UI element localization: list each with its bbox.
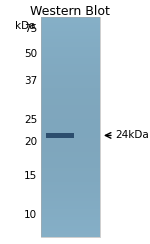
Bar — [41, 234, 100, 237]
Bar — [41, 110, 100, 114]
Bar — [41, 22, 100, 26]
Bar — [41, 105, 100, 108]
Bar — [41, 217, 100, 221]
Bar — [41, 42, 100, 45]
Bar — [41, 116, 100, 119]
Bar — [41, 154, 100, 158]
Bar — [41, 168, 100, 171]
Bar — [41, 25, 100, 29]
Bar — [41, 215, 100, 218]
Bar — [41, 212, 100, 215]
Bar — [41, 173, 100, 177]
Bar — [41, 31, 100, 34]
Bar — [41, 146, 100, 149]
Bar — [41, 171, 100, 174]
Bar — [41, 130, 100, 133]
Text: 20: 20 — [24, 137, 37, 146]
Bar — [41, 17, 100, 237]
Text: Western Blot: Western Blot — [30, 5, 110, 18]
Text: 75: 75 — [24, 24, 37, 34]
Bar — [41, 44, 100, 48]
Bar — [41, 91, 100, 94]
Bar — [41, 127, 100, 130]
Bar — [41, 165, 100, 169]
Bar — [41, 141, 100, 144]
Bar — [41, 72, 100, 75]
Text: 37: 37 — [24, 76, 37, 85]
Bar — [41, 53, 100, 56]
Bar — [41, 33, 100, 37]
Bar — [41, 143, 100, 147]
Bar — [41, 86, 100, 89]
Bar — [41, 108, 100, 111]
Bar — [41, 75, 100, 78]
Text: kDa: kDa — [15, 21, 36, 31]
Bar — [41, 223, 100, 226]
Bar — [41, 152, 100, 155]
Bar — [41, 61, 100, 64]
Bar — [41, 55, 100, 59]
Text: 25: 25 — [24, 115, 37, 124]
Bar — [41, 66, 100, 70]
Bar — [41, 182, 100, 185]
Bar — [41, 20, 100, 23]
Bar — [41, 206, 100, 210]
Bar — [46, 133, 74, 138]
Bar — [41, 226, 100, 229]
Bar — [41, 231, 100, 234]
Bar — [41, 201, 100, 204]
Bar — [41, 163, 100, 166]
Bar — [41, 113, 100, 116]
Text: 24kDa: 24kDa — [115, 131, 149, 140]
Bar — [41, 176, 100, 180]
Bar — [41, 17, 100, 20]
Bar — [41, 121, 100, 125]
Bar — [41, 94, 100, 97]
Bar — [41, 209, 100, 213]
Bar — [41, 69, 100, 72]
Bar — [41, 119, 100, 122]
Bar — [41, 190, 100, 193]
Bar — [41, 88, 100, 92]
Bar — [41, 47, 100, 51]
Bar — [41, 50, 100, 53]
Text: 50: 50 — [24, 49, 37, 59]
Bar — [41, 78, 100, 81]
Bar — [41, 228, 100, 232]
Bar — [41, 138, 100, 141]
Bar — [41, 124, 100, 127]
Bar — [41, 100, 100, 103]
Text: 10: 10 — [24, 210, 37, 220]
Bar — [41, 80, 100, 83]
Bar — [41, 220, 100, 224]
Bar — [41, 58, 100, 61]
Text: 15: 15 — [24, 171, 37, 181]
Bar — [41, 193, 100, 196]
Bar — [41, 64, 100, 67]
Bar — [41, 204, 100, 207]
Bar — [41, 195, 100, 199]
Bar — [41, 157, 100, 160]
Bar — [41, 198, 100, 202]
Bar — [41, 36, 100, 40]
Bar — [41, 187, 100, 191]
Bar — [41, 102, 100, 105]
Bar — [41, 97, 100, 100]
Bar — [41, 160, 100, 163]
Bar — [41, 135, 100, 138]
Bar — [41, 28, 100, 31]
Bar — [41, 179, 100, 182]
Bar — [41, 149, 100, 152]
Bar — [41, 132, 100, 136]
Bar — [41, 184, 100, 188]
Bar — [41, 39, 100, 42]
Bar — [41, 83, 100, 86]
